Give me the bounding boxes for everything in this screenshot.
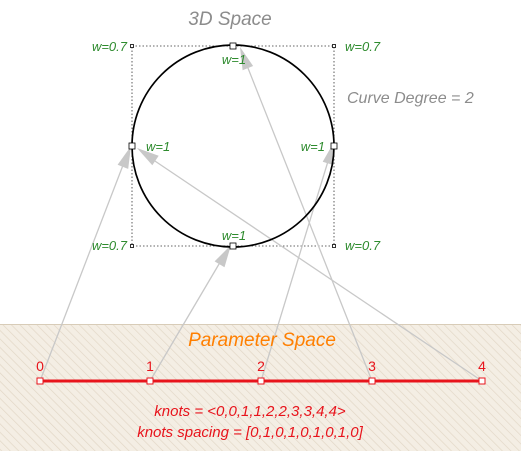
control-point-top-right — [332, 44, 336, 48]
knot-marker-0 — [36, 377, 44, 385]
knot-tick-0: 0 — [36, 358, 44, 374]
knots-spacing-label: knots spacing = [0,1,0,1,0,1,0,1,0] — [137, 424, 363, 441]
knot-markers — [36, 377, 486, 385]
control-point-bottom-left — [130, 244, 134, 248]
arrow-knot-1a — [149, 258, 223, 382]
arrow-knot-0 — [39, 159, 126, 382]
weight-top-center: w=1 — [222, 52, 246, 67]
arrow-knot-1b — [243, 57, 373, 382]
knot-marker-1 — [146, 377, 154, 385]
parameter-space-title: Parameter Space — [188, 330, 336, 351]
weight-bottom-center: w=1 — [222, 228, 246, 243]
knot-tick-4: 4 — [478, 358, 486, 374]
knot-marker-3 — [368, 377, 376, 385]
arrow-knot-4 — [142, 152, 483, 382]
arrow-head-1b — [240, 47, 254, 71]
arrow-head-1a — [214, 245, 231, 268]
knot-marker-4 — [478, 377, 486, 385]
knots-vector-label: knots = <0,0,1,1,2,2,3,3,4,4> — [154, 403, 346, 420]
knot-tick-2: 2 — [257, 358, 265, 374]
curve-degree-label: Curve Degree = 2 — [347, 90, 474, 107]
arrow-knot-2 — [260, 157, 330, 382]
knot-tick-3: 3 — [368, 358, 376, 374]
arrow-head-0 — [117, 146, 131, 169]
control-point-bottom-right — [332, 244, 336, 248]
control-point-mid-left — [128, 142, 136, 150]
control-point-top-center — [229, 42, 237, 50]
knot-tick-labels: 0 1 2 3 4 — [36, 358, 486, 374]
weight-labels: w=0.7 w=1 w=0.7 w=1 w=1 w=0.7 w=1 w=0.7 — [92, 39, 381, 253]
arrow-head-4 — [137, 148, 159, 166]
control-point-top-left — [130, 44, 134, 48]
control-point-bottom-center — [229, 242, 237, 250]
weight-top-right: w=0.7 — [345, 39, 381, 54]
weight-bottom-right: w=0.7 — [345, 238, 381, 253]
weight-top-left: w=0.7 — [92, 39, 128, 54]
knot-arrows — [39, 57, 483, 382]
parameter-space-background — [0, 324, 521, 451]
weight-mid-right: w=1 — [301, 139, 325, 154]
space-3d-title: 3D Space — [188, 9, 271, 30]
control-point-mid-right — [330, 142, 338, 150]
weight-bottom-left: w=0.7 — [92, 238, 128, 253]
weight-mid-left: w=1 — [146, 139, 170, 154]
knot-marker-2 — [257, 377, 265, 385]
control-points — [128, 42, 338, 250]
knot-tick-1: 1 — [146, 358, 154, 374]
